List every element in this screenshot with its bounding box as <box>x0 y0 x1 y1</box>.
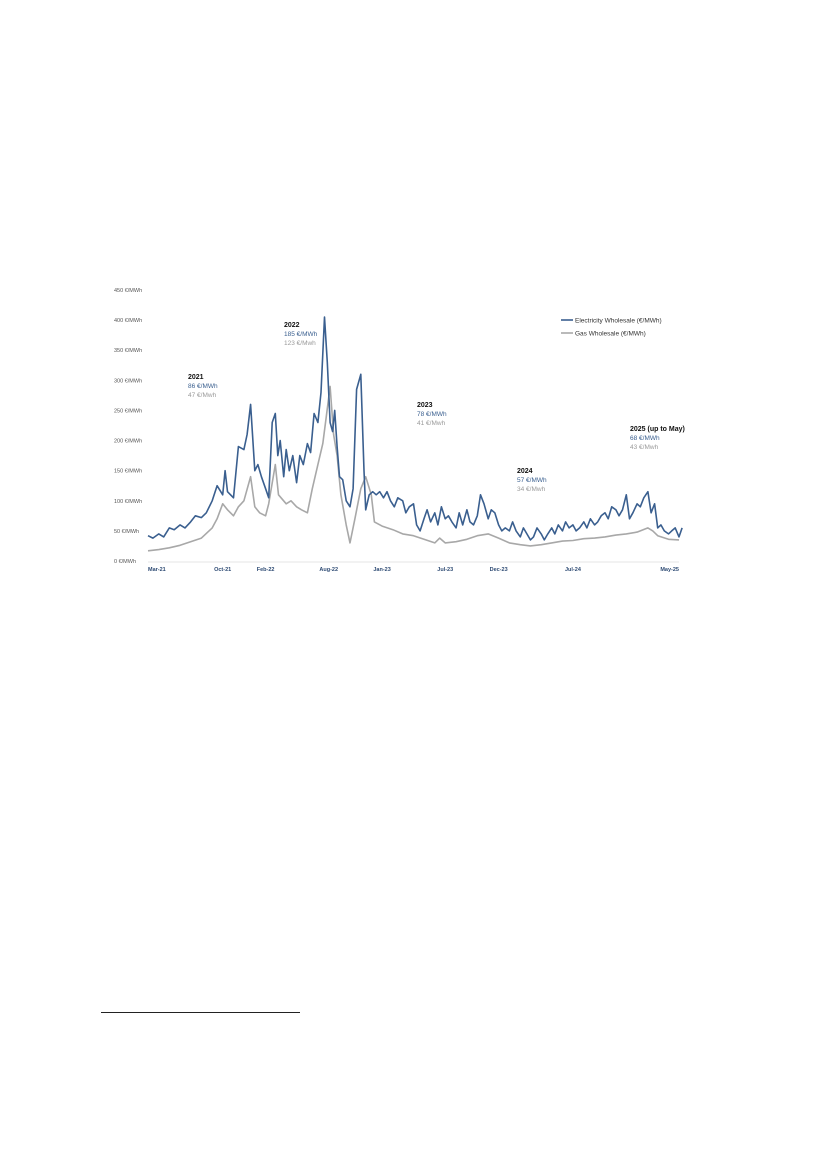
annotation-gas: 43 €/Mwh <box>630 444 659 451</box>
annotation-year: 2025 (up to May) <box>630 426 685 433</box>
annotation-2021: 2021 86 €/MWh 47 €/Mwh <box>188 374 218 399</box>
x-tick-label: Mar-21 <box>148 567 166 573</box>
annotation-electricity: 57 €/MWh <box>517 477 547 484</box>
y-tick-label: 100 €/MWh <box>114 499 142 505</box>
y-tick-label: 50 €/MWh <box>114 529 139 535</box>
annotation-2023: 2023 78 €/MWh 41 €/Mwh <box>417 402 447 427</box>
x-tick-label: Jul-23 <box>437 567 453 573</box>
x-tick-label: May-25 <box>660 567 679 573</box>
annotation-year: 2021 <box>188 374 204 381</box>
annotation-2024: 2024 57 €/MWh 34 €/Mwh <box>517 468 547 493</box>
series-line-electricity <box>147 316 683 541</box>
x-axis: Mar-21 Oct-21 Feb-22 Aug-22 Jan-23 Jul-23 Dec-… <box>148 567 679 573</box>
annotation-year: 2022 <box>284 322 300 329</box>
y-tick-label: 300 €/MWh <box>114 378 142 384</box>
x-tick-label: Jul-24 <box>565 567 582 573</box>
x-tick-label: Dec-23 <box>490 567 508 573</box>
series-line-gas <box>147 385 680 552</box>
x-tick-label: Jan-23 <box>373 567 390 573</box>
y-tick-label: 400 €/MWh <box>114 318 142 324</box>
annotation-electricity: 185 €/MWh <box>284 331 318 338</box>
annotation-electricity: 78 €/MWh <box>417 411 447 418</box>
y-tick-label: 150 €/MWh <box>114 469 142 475</box>
legend: Electricity Wholesale (€/MWh) Gas Wholes… <box>561 318 662 338</box>
annotation-gas: 123 €/Mwh <box>284 340 316 347</box>
annotation-year: 2023 <box>417 402 433 409</box>
annotation-2025: 2025 (up to May) 68 €/MWh 43 €/Mwh <box>630 426 685 451</box>
x-tick-label: Feb-22 <box>257 567 275 573</box>
annotation-gas: 34 €/Mwh <box>517 486 546 493</box>
y-tick-label: 250 €/MWh <box>114 408 142 414</box>
annotation-electricity: 68 €/MWh <box>630 435 660 442</box>
y-axis: 0 €/MWh 50 €/MWh 100 €/MWh 150 €/MWh 200 €/M… <box>114 288 142 565</box>
footnote-separator <box>101 1012 300 1013</box>
x-tick-label: Oct-21 <box>214 567 231 573</box>
y-tick-label: 0 €/MWh <box>114 559 136 565</box>
annotation-electricity: 86 €/MWh <box>188 383 218 390</box>
annotation-year: 2024 <box>517 468 533 475</box>
annotation-gas: 47 €/Mwh <box>188 392 217 399</box>
y-tick-label: 200 €/MWh <box>114 439 142 445</box>
y-tick-label: 350 €/MWh <box>114 348 142 354</box>
legend-label-gas: Gas Wholesale (€/MWh) <box>575 331 646 338</box>
legend-label-electricity: Electricity Wholesale (€/MWh) <box>575 318 662 325</box>
annotation-gas: 41 €/Mwh <box>417 420 446 427</box>
y-tick-label: 450 €/MWh <box>114 288 142 294</box>
annotation-2022: 2022 185 €/MWh 123 €/Mwh <box>284 322 318 347</box>
x-tick-label: Aug-22 <box>319 567 338 573</box>
